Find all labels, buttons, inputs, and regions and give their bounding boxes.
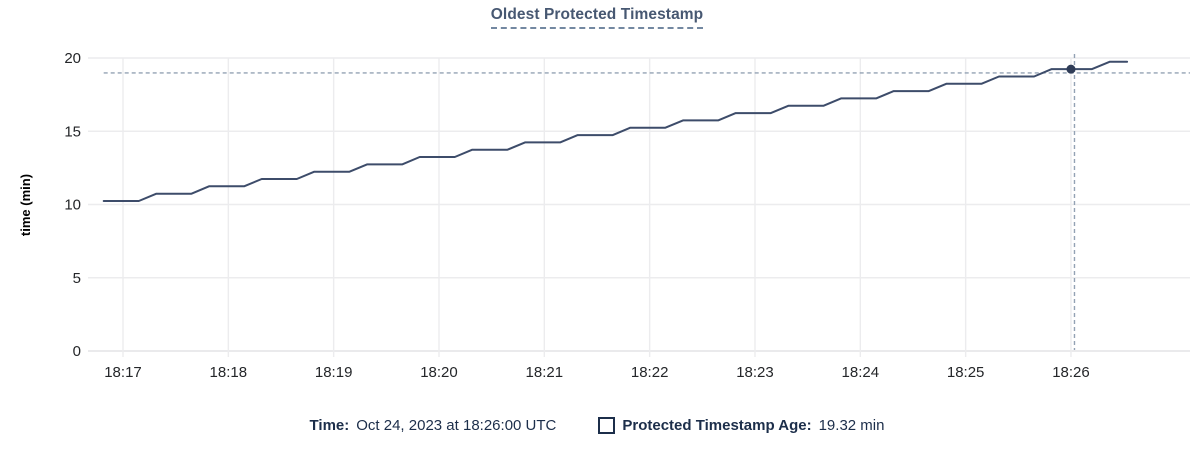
hover-point-dot xyxy=(1066,64,1076,74)
x-tick-label: 18:17 xyxy=(104,364,142,381)
legend-time-value: Oct 24, 2023 at 18:26:00 UTC xyxy=(356,417,557,434)
series-checkbox-icon[interactable] xyxy=(598,417,616,434)
x-tick-label: 18:25 xyxy=(947,364,985,381)
chart-title[interactable]: Oldest Protected Timestamp xyxy=(490,6,704,29)
x-tick-label: 18:18 xyxy=(210,364,248,381)
chart-legend: Time: Oct 24, 2023 at 18:26:00 UTC Prote… xyxy=(0,417,1194,434)
legend-time-label: Time: xyxy=(309,417,350,434)
x-tick-label: 18:23 xyxy=(736,364,774,381)
y-tick-label: 20 xyxy=(64,50,81,67)
x-tick-label: 18:22 xyxy=(631,364,669,381)
y-tick-label: 15 xyxy=(64,123,81,140)
x-tick-label: 18:20 xyxy=(420,364,458,381)
x-tick-label: 18:21 xyxy=(526,364,564,381)
legend-series-value: 19.32 min xyxy=(818,417,885,434)
y-axis-title: time (min) xyxy=(18,174,33,236)
x-tick-label: 18:24 xyxy=(842,364,880,381)
legend-series-toggle[interactable]: Protected Timestamp Age: 19.32 min xyxy=(598,417,884,434)
legend-series-label: Protected Timestamp Age: xyxy=(622,417,812,434)
x-tick-label: 18:19 xyxy=(315,364,353,381)
y-tick-label: 10 xyxy=(64,197,81,214)
y-tick-label: 0 xyxy=(73,343,81,360)
x-tick-label: 18:26 xyxy=(1052,364,1090,381)
series-line xyxy=(102,60,1129,202)
legend-time: Time: Oct 24, 2023 at 18:26:00 UTC xyxy=(310,417,557,434)
y-tick-label: 5 xyxy=(73,270,81,287)
chart-header: Oldest Protected Timestamp xyxy=(0,6,1194,29)
line-chart[interactable]: 0 5 10 15 20 18:17 18:18 18:19 18:20 18:21 18:22 18… xyxy=(0,0,1194,400)
